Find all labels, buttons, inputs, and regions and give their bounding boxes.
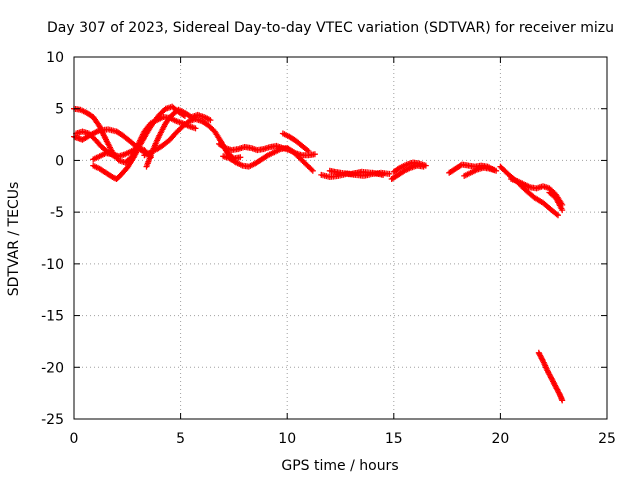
ticks: 0 5 10 15 20 25 10 5 0 -5 -10 -15 -20 -25 (41, 50, 616, 447)
data-series (461, 164, 500, 179)
data-point (309, 167, 316, 174)
data-series (546, 189, 566, 214)
data-point (559, 207, 566, 214)
x-tick-label: 15 (385, 431, 403, 447)
plot-frame (73, 56, 608, 420)
x-tick-label: 5 (176, 431, 185, 447)
y-tick-label: -20 (41, 360, 64, 376)
data-point (207, 117, 214, 124)
x-tick-label: 0 (70, 431, 79, 447)
data-series (508, 176, 566, 208)
data-series (535, 349, 566, 404)
data-point (304, 147, 311, 154)
x-tick-label: 20 (491, 431, 509, 447)
data-point (192, 125, 199, 132)
y-tick-label: -10 (41, 257, 64, 273)
y-tick-label: -25 (41, 412, 64, 428)
data-point (493, 167, 500, 174)
y-tick-label: 5 (55, 102, 64, 118)
y-tick-label: 0 (55, 153, 64, 169)
data-point (308, 166, 315, 173)
data-point (237, 154, 244, 161)
data-point (380, 171, 387, 178)
data-series (71, 126, 148, 156)
y-tick-label: 10 (46, 50, 64, 66)
data-layer (71, 103, 566, 404)
x-axis-label: GPS time / hours (281, 458, 398, 474)
data-point (305, 148, 312, 155)
data-point (555, 212, 561, 219)
data-point (386, 170, 393, 177)
data-point (559, 397, 566, 404)
data-series (279, 130, 312, 155)
y-tick-label: -15 (41, 309, 64, 325)
data-series (143, 106, 214, 170)
chart-title: Day 307 of 2023, Sidereal Day-to-day VTE… (47, 20, 614, 36)
data-point (553, 211, 560, 218)
y-axis-label: SDTVAR / TECUs (6, 182, 22, 297)
x-tick-label: 10 (278, 431, 296, 447)
data-series (390, 159, 429, 175)
y-tick-label: -5 (50, 205, 64, 221)
data-point (221, 144, 228, 151)
data-series (90, 103, 188, 182)
x-tick-label: 25 (598, 431, 616, 447)
data-series (326, 167, 387, 178)
grid (74, 57, 607, 419)
data-point (422, 162, 429, 169)
data-point (311, 151, 318, 158)
